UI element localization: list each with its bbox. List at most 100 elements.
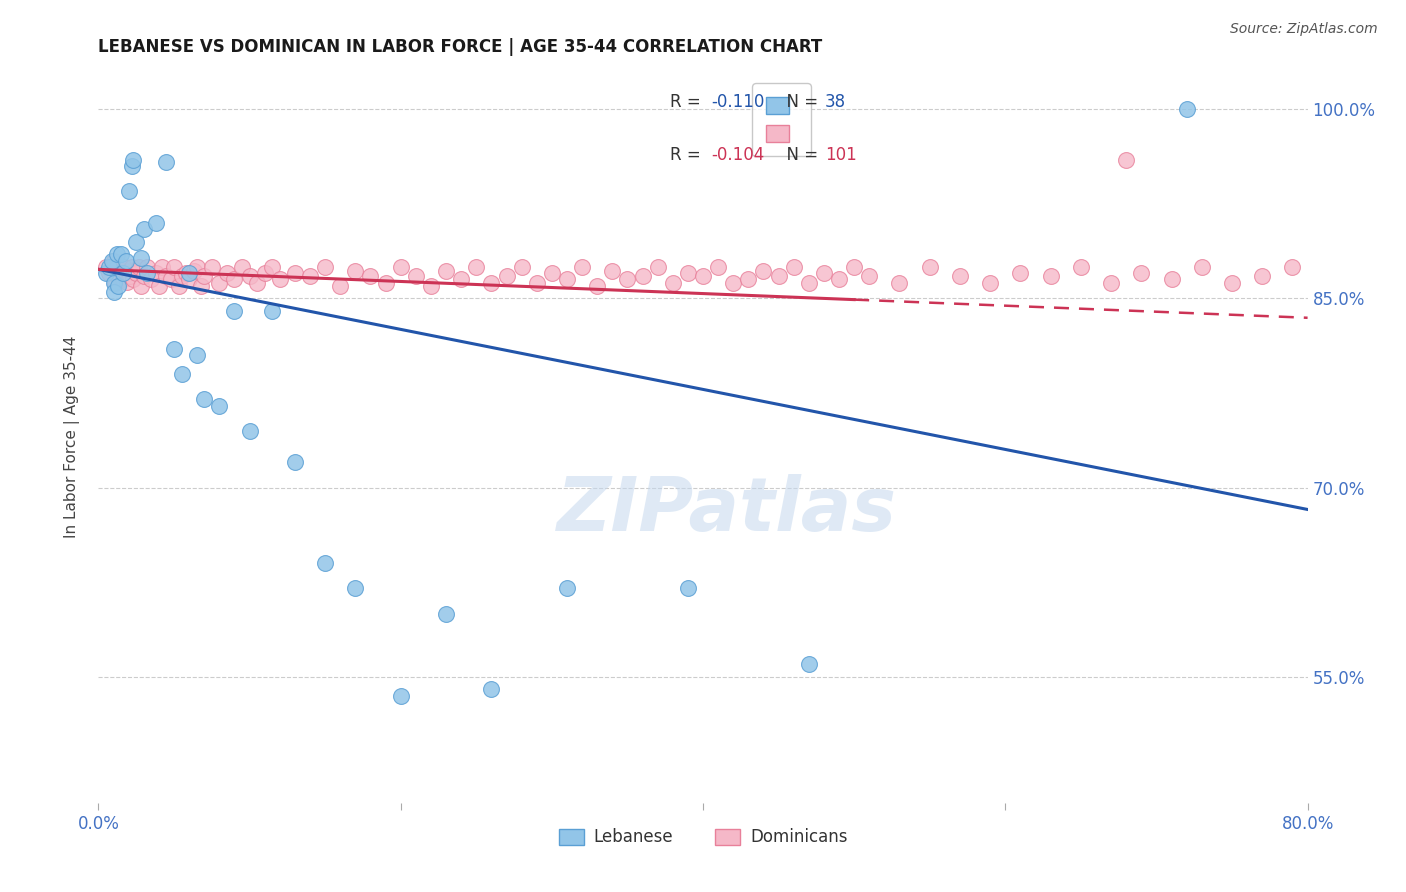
- Point: [170, 367, 193, 381]
- Point: [495, 268, 517, 283]
- Point: [98, 260, 121, 274]
- Text: 38: 38: [825, 94, 846, 112]
- Text: 101: 101: [825, 146, 856, 164]
- Point: [111, 272, 134, 286]
- Point: [105, 247, 128, 261]
- Point: [540, 266, 562, 280]
- Point: [555, 272, 578, 286]
- Text: ZIPatlas: ZIPatlas: [557, 474, 897, 547]
- Point: [797, 657, 820, 671]
- Point: [239, 424, 262, 438]
- Point: [262, 304, 284, 318]
- Point: [193, 392, 215, 407]
- Text: -0.104: -0.104: [711, 146, 765, 164]
- Point: [129, 278, 152, 293]
- Point: [110, 247, 132, 261]
- Point: [329, 278, 352, 293]
- Text: N =: N =: [776, 94, 823, 112]
- Point: [179, 272, 201, 286]
- Point: [128, 260, 150, 274]
- Point: [405, 268, 427, 283]
- Point: [1099, 277, 1122, 291]
- Point: [526, 277, 548, 291]
- Point: [114, 253, 136, 268]
- Point: [120, 268, 142, 283]
- Point: [420, 278, 443, 293]
- Point: [186, 260, 208, 274]
- Point: [1160, 272, 1182, 286]
- Point: [208, 277, 231, 291]
- Point: [979, 277, 1001, 291]
- Point: [797, 277, 820, 291]
- Text: Source: ZipAtlas.com: Source: ZipAtlas.com: [1230, 22, 1378, 37]
- Point: [145, 216, 167, 230]
- Point: [344, 263, 367, 277]
- Text: LEBANESE VS DOMINICAN IN LABOR FORCE | AGE 35-44 CORRELATION CHART: LEBANESE VS DOMINICAN IN LABOR FORCE | A…: [98, 38, 823, 56]
- Point: [1281, 260, 1303, 274]
- Point: [949, 268, 972, 283]
- Point: [115, 275, 138, 289]
- Point: [239, 268, 262, 283]
- Point: [434, 607, 457, 621]
- Point: [167, 278, 190, 293]
- Point: [828, 272, 851, 286]
- Point: [150, 260, 173, 274]
- Point: [269, 272, 291, 286]
- Point: [141, 272, 163, 286]
- Point: [889, 277, 911, 291]
- Point: [94, 266, 117, 280]
- Point: [1039, 268, 1062, 283]
- Point: [160, 272, 183, 286]
- Point: [571, 260, 593, 274]
- Point: [1175, 102, 1198, 116]
- Point: [1220, 277, 1243, 291]
- Point: [676, 582, 699, 596]
- Point: [201, 260, 224, 274]
- Point: [344, 582, 367, 596]
- Point: [193, 268, 215, 283]
- Point: [284, 266, 307, 280]
- Point: [224, 304, 246, 318]
- Point: [253, 266, 276, 280]
- Y-axis label: In Labor Force | Age 35-44: In Labor Force | Age 35-44: [63, 336, 80, 538]
- Point: [121, 260, 143, 274]
- Point: [602, 263, 624, 277]
- Text: -0.110: -0.110: [711, 94, 765, 112]
- Point: [481, 277, 503, 291]
- Point: [132, 222, 155, 236]
- Point: [103, 277, 125, 291]
- Point: [1070, 260, 1092, 274]
- Point: [122, 272, 145, 286]
- Legend: Lebanese, Dominicans: Lebanese, Dominicans: [553, 822, 853, 853]
- Point: [118, 263, 141, 277]
- Point: [110, 263, 132, 277]
- Point: [170, 268, 193, 283]
- Point: [155, 155, 177, 169]
- Point: [314, 260, 336, 274]
- Point: [858, 268, 880, 283]
- Point: [208, 399, 231, 413]
- Point: [631, 268, 654, 283]
- Point: [132, 268, 155, 283]
- Point: [752, 263, 775, 277]
- Point: [111, 266, 134, 280]
- Point: [107, 268, 129, 283]
- Point: [104, 277, 127, 291]
- Point: [1312, 277, 1334, 291]
- Point: [94, 260, 117, 274]
- Point: [692, 268, 714, 283]
- Point: [163, 260, 186, 274]
- Point: [284, 455, 307, 469]
- Point: [98, 266, 121, 280]
- Point: [105, 260, 128, 274]
- Point: [155, 268, 177, 283]
- Point: [246, 277, 269, 291]
- Point: [190, 278, 212, 293]
- Point: [389, 260, 412, 274]
- Point: [314, 556, 336, 570]
- Point: [299, 268, 322, 283]
- Point: [122, 153, 145, 167]
- Point: [148, 278, 170, 293]
- Point: [215, 266, 238, 280]
- Point: [262, 260, 284, 274]
